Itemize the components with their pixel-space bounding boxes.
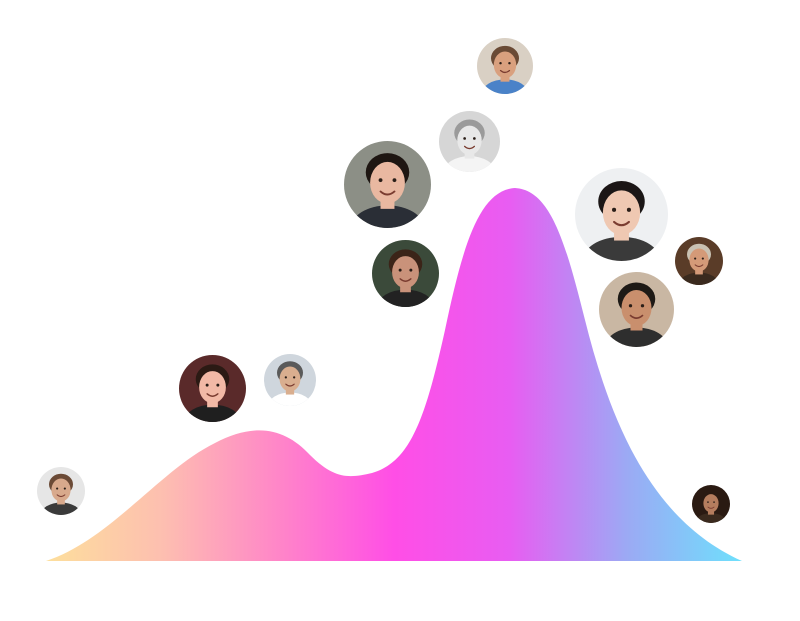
avatar-10: [599, 272, 674, 347]
smile: [707, 506, 715, 509]
left-eye: [378, 178, 383, 183]
face: [602, 190, 641, 235]
avatar-4: [344, 141, 431, 228]
shoulders: [481, 79, 529, 94]
avatar-9: [675, 237, 723, 285]
face: [703, 494, 719, 513]
smile: [285, 383, 295, 387]
shoulders: [605, 327, 668, 347]
portrait-photo: [37, 467, 85, 515]
smile: [379, 190, 396, 196]
smile: [694, 264, 704, 268]
avatar-7: [372, 240, 439, 307]
distribution-area: [46, 188, 742, 561]
shoulders: [582, 236, 661, 261]
smile: [56, 494, 66, 498]
right-eye: [63, 487, 66, 490]
left-eye: [499, 61, 502, 65]
smile: [629, 314, 644, 319]
smile: [613, 220, 630, 227]
right-eye: [713, 501, 715, 503]
left-eye: [612, 207, 617, 212]
portrait-photo: [344, 141, 431, 228]
left-eye: [694, 257, 697, 260]
portrait-photo: [675, 237, 723, 285]
right-eye: [701, 257, 704, 260]
smile: [463, 145, 476, 150]
portrait-photo: [599, 272, 674, 347]
avatar-8: [575, 168, 668, 261]
left-eye: [205, 383, 209, 387]
shoulders: [350, 205, 425, 228]
smile: [399, 278, 412, 282]
face: [689, 248, 709, 272]
shoulders: [443, 156, 496, 172]
right-eye: [409, 268, 413, 272]
face: [493, 51, 517, 79]
face: [370, 161, 405, 204]
left-eye: [56, 487, 59, 490]
left-eye: [628, 304, 633, 308]
shoulders: [377, 289, 434, 307]
shoulders: [268, 392, 312, 406]
right-eye: [392, 178, 397, 183]
avatar-2: [179, 355, 246, 422]
right-eye: [293, 376, 296, 379]
portrait-photo: [179, 355, 246, 422]
face: [457, 125, 482, 155]
portrait-photo: [575, 168, 668, 261]
avatar-5: [439, 111, 500, 172]
avatar-3: [264, 354, 316, 406]
portrait-photo: [477, 38, 533, 94]
right-eye: [640, 304, 645, 308]
shoulders: [40, 502, 82, 515]
smile: [206, 393, 219, 397]
shoulders: [695, 513, 727, 523]
face: [51, 478, 71, 502]
avatar-11: [692, 485, 730, 523]
left-eye: [707, 501, 709, 503]
right-eye: [626, 207, 631, 212]
shoulders: [184, 404, 241, 422]
portrait-photo: [264, 354, 316, 406]
portrait-photo: [692, 485, 730, 523]
face: [392, 256, 419, 289]
right-eye: [508, 61, 511, 65]
portrait-photo: [372, 240, 439, 307]
smile: [499, 69, 511, 74]
right-eye: [216, 383, 220, 387]
left-eye: [284, 376, 287, 379]
portrait-photo: [439, 111, 500, 172]
shoulders: [678, 272, 720, 285]
left-eye: [398, 268, 402, 272]
avatar-6: [477, 38, 533, 94]
right-eye: [473, 137, 476, 140]
face: [199, 371, 226, 404]
avatar-1: [37, 467, 85, 515]
face: [279, 366, 301, 392]
face: [621, 290, 652, 326]
left-eye: [463, 137, 466, 140]
